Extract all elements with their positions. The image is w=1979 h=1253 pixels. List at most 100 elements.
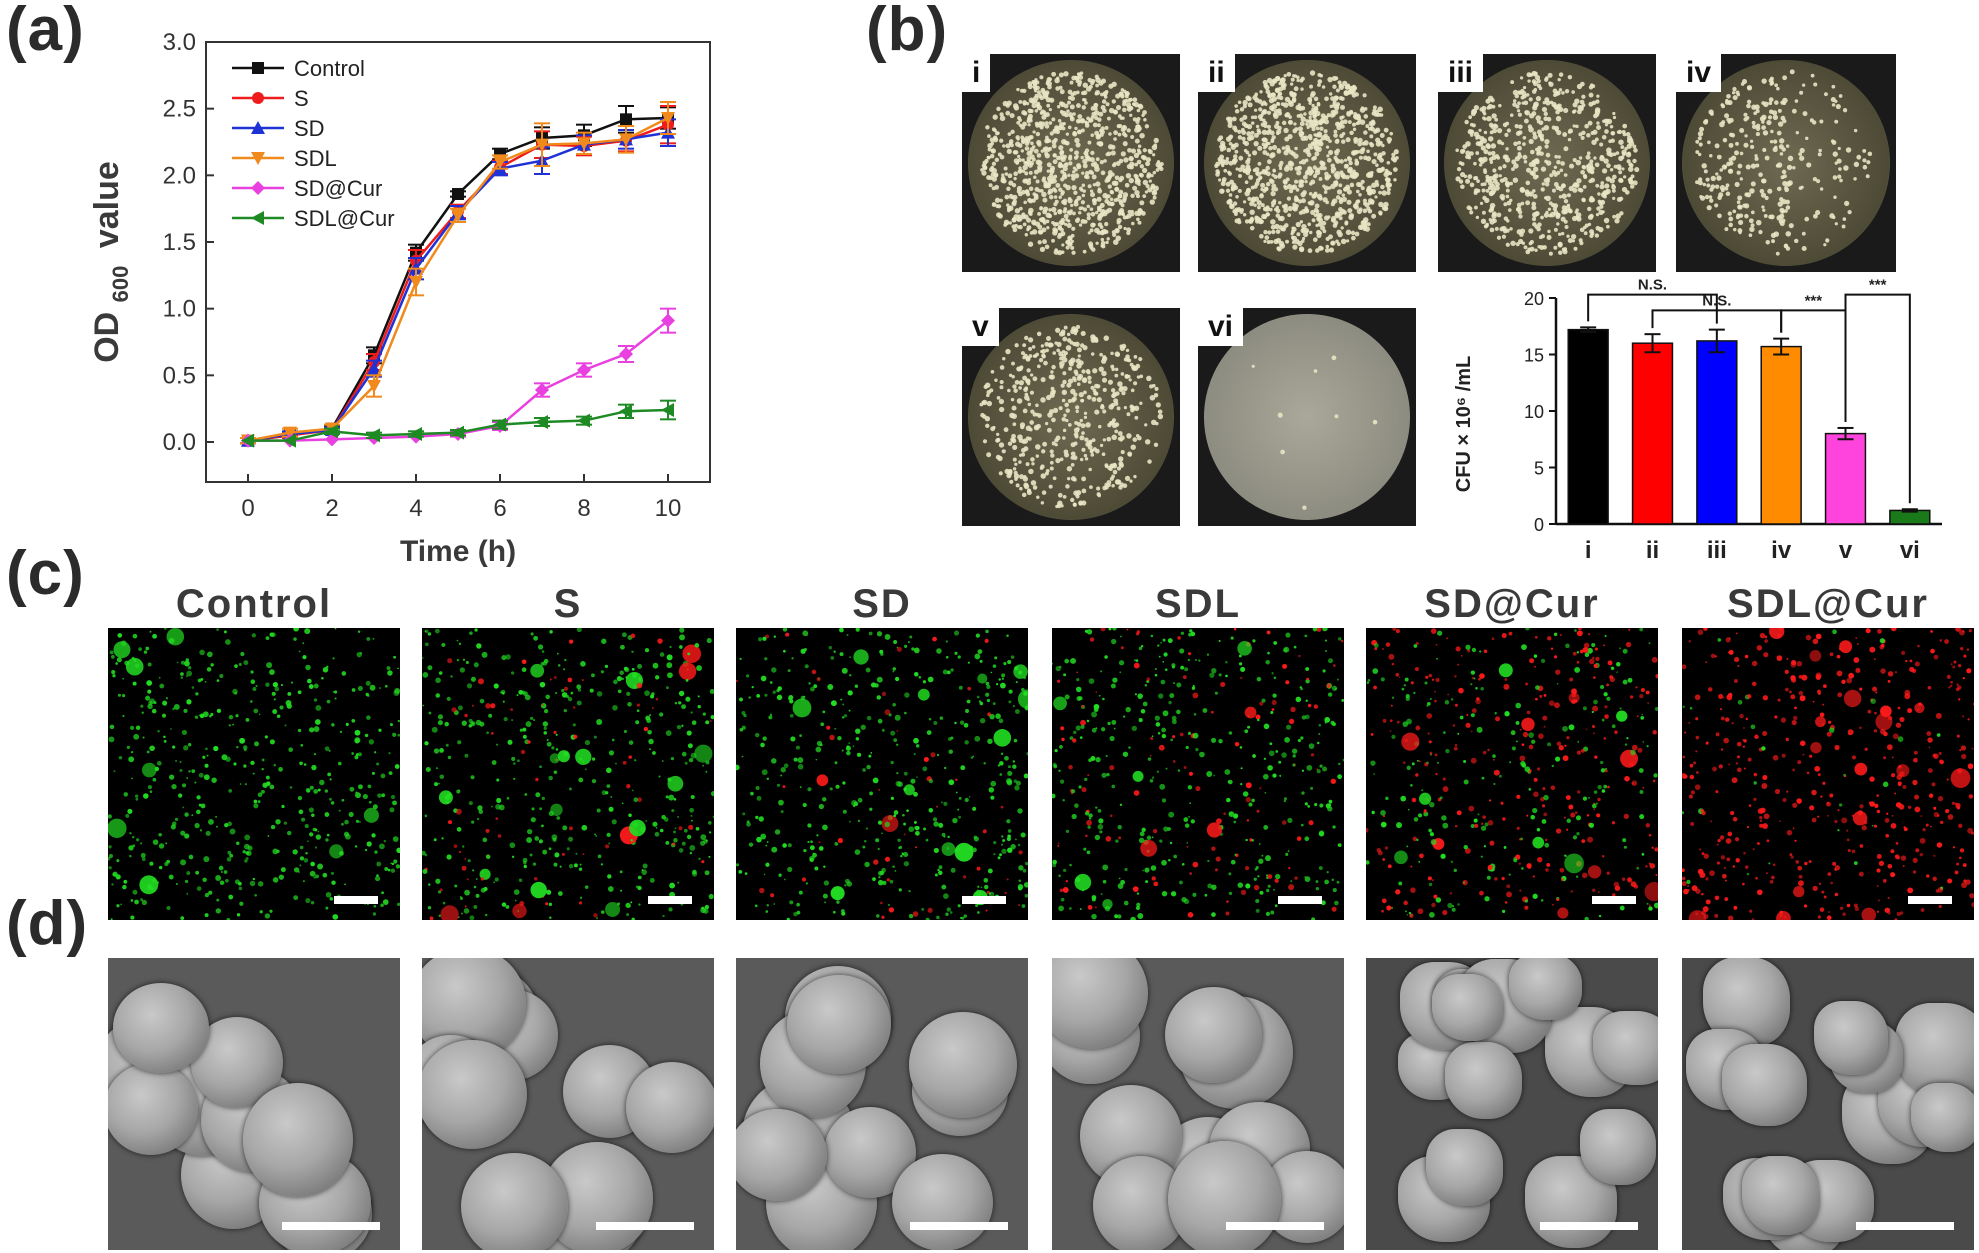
colony — [1023, 200, 1027, 205]
colony — [1144, 439, 1151, 445]
live-cell — [174, 817, 179, 822]
colony — [1004, 194, 1010, 200]
live-cell — [266, 662, 273, 669]
live-cell — [872, 877, 876, 881]
colony — [1504, 132, 1509, 137]
colony — [1265, 165, 1271, 171]
colony — [1263, 229, 1268, 235]
clsm-image-1 — [422, 628, 714, 920]
live-cell — [378, 728, 382, 732]
live-cell — [665, 686, 669, 690]
colony — [1058, 163, 1064, 168]
dead-cell — [459, 850, 462, 854]
live-cell — [1014, 785, 1020, 791]
colony — [1118, 461, 1124, 467]
colony — [1029, 390, 1035, 395]
live-cell — [184, 879, 189, 884]
dead-cell — [490, 703, 496, 709]
colony — [1040, 464, 1045, 469]
live-cell — [206, 667, 212, 672]
live-cell — [269, 669, 275, 675]
colony — [1483, 149, 1489, 155]
colony — [1234, 104, 1238, 108]
live-cell — [424, 629, 429, 634]
colony — [1045, 121, 1049, 125]
y-tick-label: 15 — [1524, 346, 1544, 366]
colony — [1032, 412, 1037, 417]
series-SD@Cur — [241, 307, 676, 448]
colony — [1842, 217, 1847, 221]
colony — [1237, 129, 1242, 134]
colony — [1263, 169, 1268, 173]
colony — [1022, 343, 1027, 348]
colony — [1287, 160, 1294, 166]
colony — [1369, 141, 1373, 146]
colony — [1570, 233, 1577, 240]
live-cell — [710, 714, 714, 720]
colony — [1115, 104, 1122, 111]
live-cell — [1013, 738, 1018, 743]
colony — [1250, 130, 1255, 135]
live-cell — [425, 766, 431, 773]
colony — [1357, 137, 1363, 143]
colony — [1708, 195, 1713, 199]
colony — [1386, 161, 1391, 165]
colony — [1051, 71, 1057, 77]
colony — [1347, 208, 1353, 214]
colony — [1009, 143, 1014, 148]
colony — [1052, 159, 1058, 165]
colony — [1358, 192, 1362, 197]
dead-cell — [628, 755, 632, 759]
bar-iv — [1760, 345, 1802, 525]
colony — [1473, 190, 1478, 195]
live-cell — [278, 766, 283, 772]
colony — [1301, 236, 1306, 241]
colony — [1041, 449, 1046, 454]
colony — [1553, 165, 1558, 170]
colony — [1125, 348, 1130, 353]
live-cell — [163, 702, 167, 706]
colony — [1237, 135, 1243, 140]
colony — [1002, 357, 1006, 361]
colony — [1231, 158, 1237, 164]
colony — [1842, 108, 1848, 113]
live-cell — [702, 712, 706, 716]
colony — [1094, 409, 1100, 415]
colony — [1317, 212, 1323, 219]
colony — [1352, 127, 1357, 132]
dead-cell — [527, 740, 531, 744]
live-cell — [548, 775, 553, 781]
live-cell — [238, 662, 242, 667]
colony — [1356, 120, 1361, 125]
live-cell — [798, 890, 803, 895]
colony — [1554, 154, 1559, 159]
colony — [1812, 120, 1817, 125]
colony — [1058, 209, 1062, 213]
live-cell — [108, 818, 127, 838]
colony — [990, 171, 996, 177]
colony — [1094, 338, 1099, 343]
colony — [1058, 145, 1064, 151]
colony — [1242, 99, 1248, 106]
colony — [986, 175, 991, 180]
live-cell — [791, 657, 794, 660]
colony — [1109, 476, 1114, 481]
colony — [1564, 88, 1570, 94]
colony — [1073, 190, 1078, 195]
colony — [1761, 205, 1765, 209]
colony — [1096, 141, 1101, 146]
live-cell — [670, 756, 675, 761]
colony — [1110, 201, 1115, 207]
colony — [1337, 80, 1342, 85]
colony — [1112, 469, 1118, 475]
live-cell — [109, 650, 114, 655]
colony — [1341, 196, 1347, 203]
colony — [1106, 237, 1110, 241]
colony — [1244, 219, 1250, 224]
colony — [1117, 132, 1122, 137]
colony — [1270, 224, 1276, 230]
live-cell — [673, 830, 676, 834]
colony — [1284, 96, 1291, 103]
colony — [1767, 115, 1773, 120]
colony — [1714, 203, 1719, 208]
